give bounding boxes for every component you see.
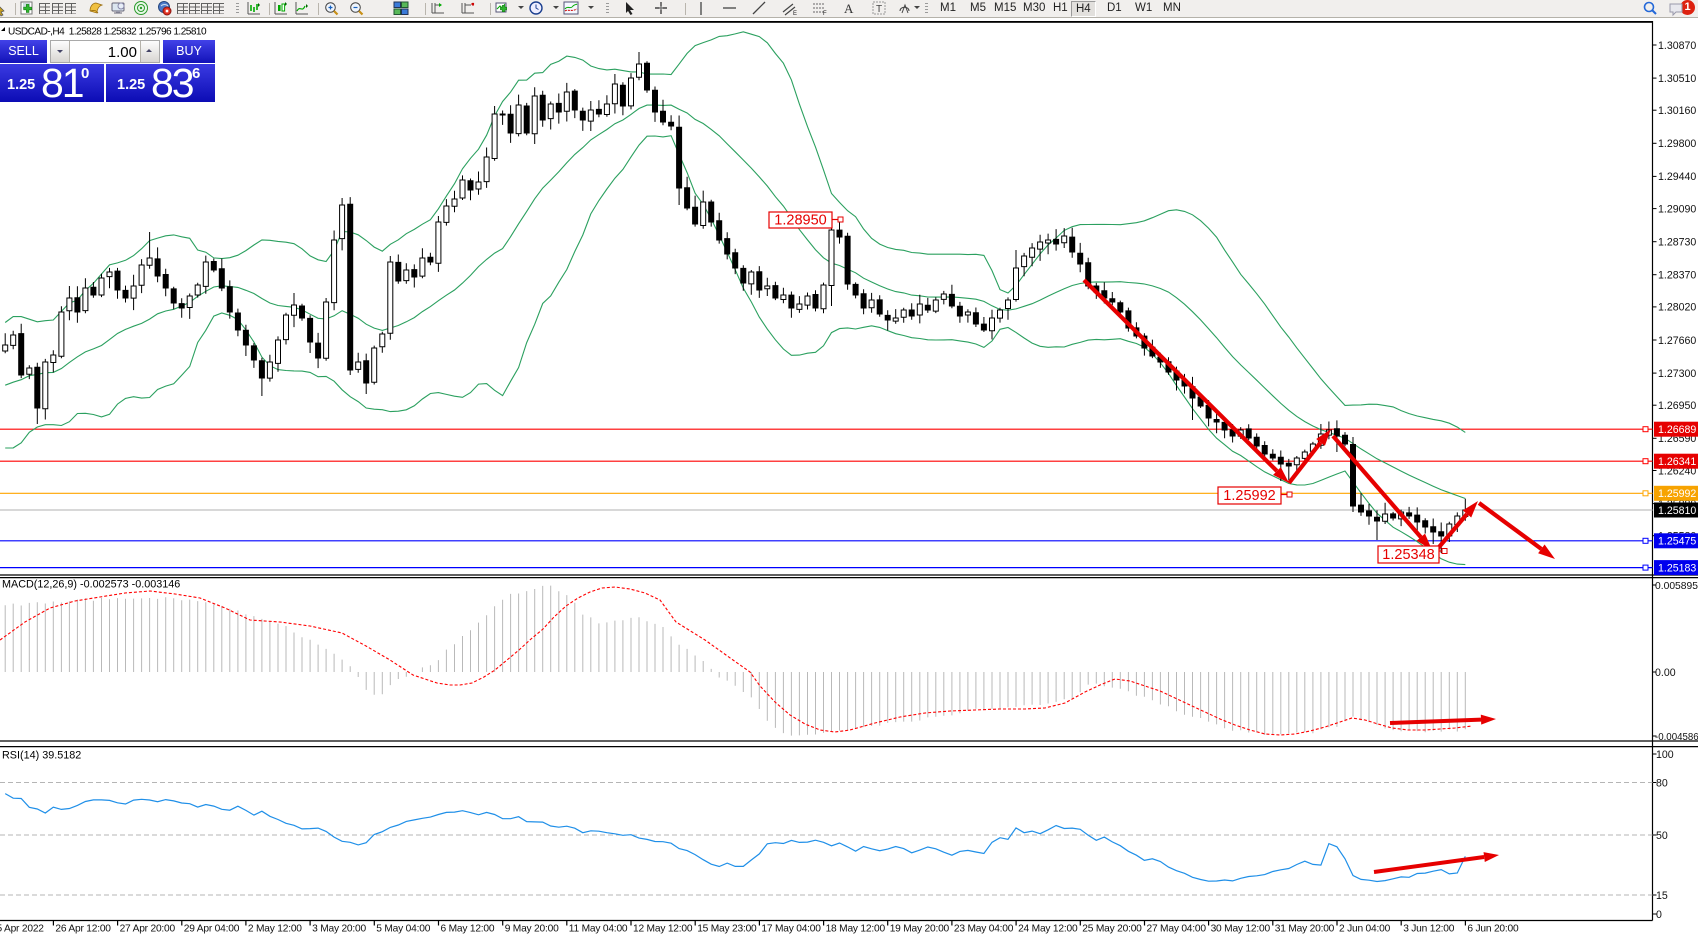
svg-text:19 May 20:00: 19 May 20:00 <box>890 924 950 935</box>
svg-text:2 Jun 04:00: 2 Jun 04:00 <box>1339 924 1391 935</box>
svg-text:24 May 12:00: 24 May 12:00 <box>1018 924 1078 935</box>
svg-text:25 Apr 2022: 25 Apr 2022 <box>0 924 44 935</box>
svg-text:USDCAD-,H4 1.25828 1.25832 1.: USDCAD-,H4 1.25828 1.25832 1.25796 1.258… <box>8 27 207 38</box>
svg-text:1.25475: 1.25475 <box>1658 536 1696 548</box>
svg-text:1.26950: 1.26950 <box>1658 400 1696 412</box>
svg-text:RSI(14) 39.5182: RSI(14) 39.5182 <box>2 750 81 762</box>
svg-text:E: E <box>793 11 797 17</box>
svg-text:1.25992: 1.25992 <box>1658 488 1696 500</box>
svg-text:1.25183: 1.25183 <box>1658 562 1696 574</box>
svg-text:11 May 04:00: 11 May 04:00 <box>569 924 628 935</box>
svg-text:1.25992: 1.25992 <box>1223 488 1275 504</box>
svg-text:2 May 12:00: 2 May 12:00 <box>248 924 302 935</box>
svg-text:1.25810: 1.25810 <box>1658 505 1696 517</box>
svg-text:26 Apr 12:00: 26 Apr 12:00 <box>55 924 111 935</box>
svg-text:1.27300: 1.27300 <box>1658 368 1696 380</box>
svg-text:27 May 04:00: 27 May 04:00 <box>1147 924 1207 935</box>
svg-text:0.005895: 0.005895 <box>1655 581 1698 592</box>
svg-text:6 Jun 20:00: 6 Jun 20:00 <box>1467 924 1519 935</box>
svg-text:27 Apr 20:00: 27 Apr 20:00 <box>120 924 176 935</box>
svg-text:29 Apr 04:00: 29 Apr 04:00 <box>184 924 240 935</box>
svg-text:1.28370: 1.28370 <box>1658 270 1696 282</box>
svg-text:25 May 20:00: 25 May 20:00 <box>1082 924 1142 935</box>
svg-text:1.29440: 1.29440 <box>1658 171 1696 183</box>
svg-text:1.26689: 1.26689 <box>1658 424 1696 436</box>
svg-text:3 May 20:00: 3 May 20:00 <box>312 924 366 935</box>
svg-text:6 May 12:00: 6 May 12:00 <box>441 924 495 935</box>
svg-text:T: T <box>876 4 882 15</box>
svg-text:23 May 04:00: 23 May 04:00 <box>954 924 1014 935</box>
svg-text:30 May 12:00: 30 May 12:00 <box>1211 924 1271 935</box>
svg-text:5 May 04:00: 5 May 04:00 <box>376 924 430 935</box>
svg-text:1.28730: 1.28730 <box>1658 237 1696 249</box>
svg-text:1.29090: 1.29090 <box>1658 203 1696 215</box>
svg-text:50: 50 <box>1656 830 1668 842</box>
svg-text:15 May 23:00: 15 May 23:00 <box>697 924 757 935</box>
svg-text:15: 15 <box>1656 890 1668 902</box>
svg-text:A: A <box>844 1 854 16</box>
svg-text:18 May 12:00: 18 May 12:00 <box>826 924 886 935</box>
svg-text:12 May 12:00: 12 May 12:00 <box>633 924 693 935</box>
svg-text:3 Jun 12:00: 3 Jun 12:00 <box>1403 924 1455 935</box>
svg-text:1.25348: 1.25348 <box>1382 547 1434 563</box>
svg-text:1.28020: 1.28020 <box>1658 302 1696 314</box>
svg-text:MACD(12,26,9) -0.002573 -0.003: MACD(12,26,9) -0.002573 -0.003146 <box>2 579 180 591</box>
svg-text:F: F <box>823 11 827 17</box>
svg-text:1.30510: 1.30510 <box>1658 73 1696 85</box>
svg-text:80: 80 <box>1656 777 1668 789</box>
svg-text:1.30870: 1.30870 <box>1658 40 1696 52</box>
svg-text:1.26341: 1.26341 <box>1658 456 1696 468</box>
svg-text:1.27660: 1.27660 <box>1658 335 1696 347</box>
svg-text:1.28950: 1.28950 <box>774 213 826 229</box>
svg-text:9 May 20:00: 9 May 20:00 <box>505 924 559 935</box>
svg-text:1.29800: 1.29800 <box>1658 138 1696 150</box>
svg-text:-0.004586: -0.004586 <box>1655 732 1698 743</box>
svg-text:17 May 04:00: 17 May 04:00 <box>761 924 821 935</box>
svg-text:0.00: 0.00 <box>1655 667 1676 679</box>
svg-text:1.30160: 1.30160 <box>1658 105 1696 117</box>
svg-text:31 May 20:00: 31 May 20:00 <box>1275 924 1335 935</box>
svg-text:0: 0 <box>1656 909 1662 921</box>
svg-text:100: 100 <box>1656 749 1674 761</box>
